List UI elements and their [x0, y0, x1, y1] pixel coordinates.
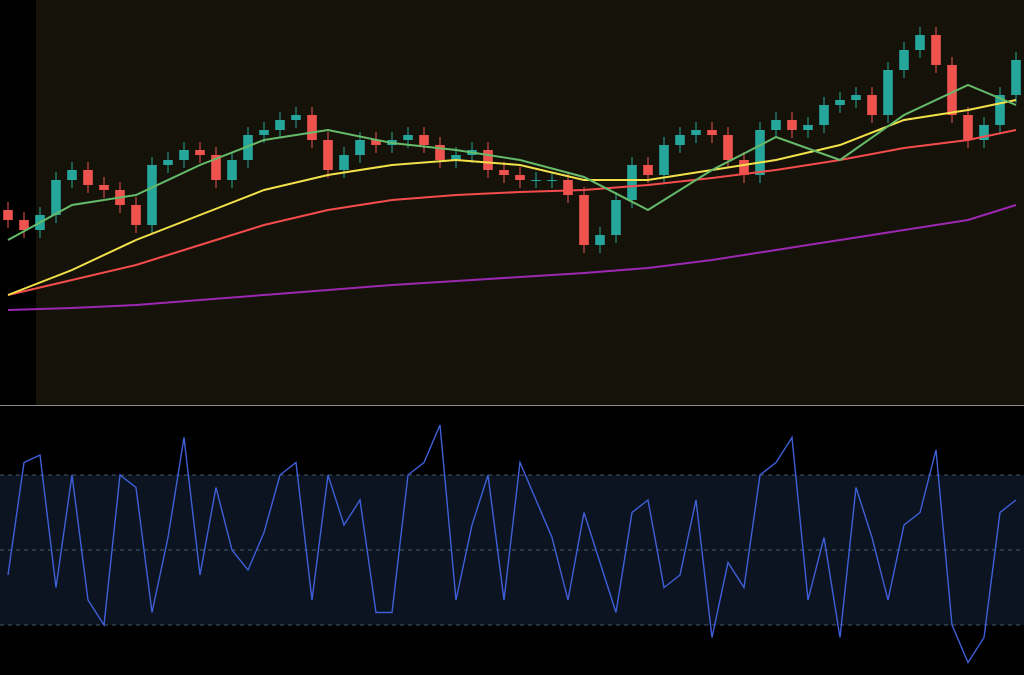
oscillator-line [7, 424, 1017, 664]
moving-average [7, 129, 1017, 296]
candle-body [931, 35, 941, 65]
candle-body [211, 155, 221, 180]
candle-body [1011, 60, 1021, 95]
candle-body [771, 120, 781, 130]
candle-body [547, 180, 557, 181]
candle-body [3, 210, 13, 220]
candle-body [691, 130, 701, 135]
candle-body [195, 150, 205, 155]
candle-body [483, 150, 493, 170]
candle-body [19, 220, 29, 230]
candle-body [243, 135, 253, 160]
candle-body [291, 115, 301, 120]
moving-average [7, 204, 1017, 311]
candle-body [163, 160, 173, 165]
candle-body [611, 200, 621, 235]
candle-body [435, 145, 445, 160]
moving-average [7, 99, 1017, 296]
candle-body [403, 135, 413, 140]
candle-body [275, 120, 285, 130]
candle-body [51, 180, 61, 215]
candle-body [755, 130, 765, 175]
candle-body [627, 165, 637, 200]
candle-body [739, 160, 749, 175]
candle-body [867, 95, 877, 115]
candle-body [723, 135, 733, 160]
candle-body [835, 100, 845, 105]
candle-body [803, 125, 813, 130]
candle-body [451, 155, 461, 160]
candle-body [419, 135, 429, 145]
candle-body [99, 185, 109, 190]
candle-body [339, 155, 349, 170]
candle-body [995, 95, 1005, 125]
session-bg [36, 0, 1024, 405]
candle-body [707, 130, 717, 135]
moving-average [7, 83, 1017, 241]
candle-body [915, 35, 925, 50]
candle-body [899, 50, 909, 70]
candle-body [371, 140, 381, 145]
candle-body [979, 125, 989, 140]
candle-body [787, 120, 797, 130]
candle-body [531, 180, 541, 181]
candle-body [179, 150, 189, 160]
candle-body [947, 65, 957, 115]
candle-body [323, 140, 333, 170]
candle-body [515, 175, 525, 180]
candle-body [595, 235, 605, 245]
candle-body [883, 70, 893, 115]
candle-body [227, 160, 237, 180]
candle-body [355, 140, 365, 155]
candle-body [963, 115, 973, 140]
candle-body [499, 170, 509, 175]
candle-body [259, 130, 269, 135]
candle-body [563, 180, 573, 195]
candle-body [307, 115, 317, 140]
candle-body [851, 95, 861, 100]
candle-body [643, 165, 653, 175]
candle-body [819, 105, 829, 125]
candle-body [83, 170, 93, 185]
candle-body [147, 165, 157, 225]
candle-body [131, 205, 141, 225]
candle-body [659, 145, 669, 175]
candle-body [579, 195, 589, 245]
candle-body [67, 170, 77, 180]
candle-body [675, 135, 685, 145]
